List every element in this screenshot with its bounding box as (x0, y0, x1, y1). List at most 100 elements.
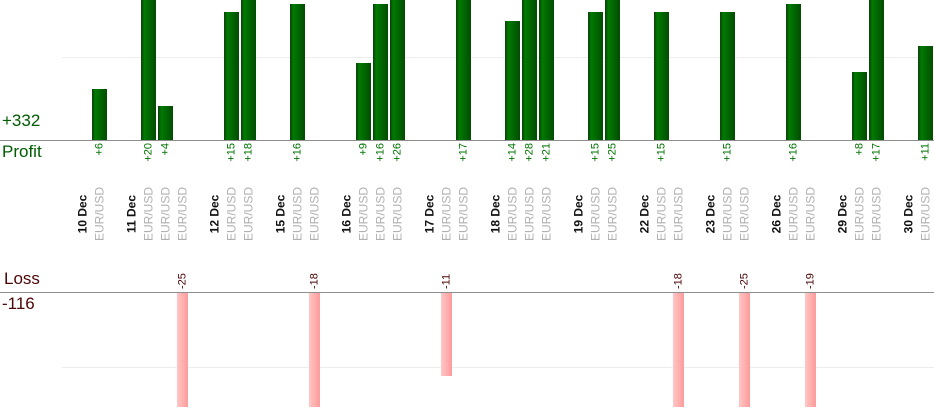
profit-bar[interactable] (505, 21, 520, 140)
trade-column: +4 EUR/USD (157, 0, 174, 420)
profit-bar[interactable] (720, 12, 735, 140)
date-column: 22 Dec (636, 0, 653, 420)
date-group: 18 Dec +14 EUR/USD +28 EUR/USD +21 EUR/USD (487, 0, 555, 420)
trade-column: +21 EUR/USD (538, 0, 555, 420)
profit-bar[interactable] (290, 4, 305, 140)
profit-bar[interactable] (241, 0, 256, 140)
symbol-label: EUR/USD (737, 186, 751, 242)
profit-value-label: +28 (523, 143, 535, 162)
symbol-label: EUR/USD (92, 186, 106, 242)
profit-bar[interactable] (539, 0, 554, 140)
trade-column: -19 EUR/USD (802, 0, 819, 420)
profit-bar[interactable] (588, 12, 603, 140)
date-group: 26 Dec +16 EUR/USD -19 EUR/USD (768, 0, 819, 420)
date-column: 10 Dec (74, 0, 91, 420)
profit-value-label: +18 (242, 143, 254, 162)
profit-value-label: +11 (919, 143, 931, 161)
date-group: 15 Dec +16 EUR/USD -18 EUR/USD (272, 0, 323, 420)
profit-axis-label: Profit (2, 142, 42, 161)
symbol-label: EUR/USD (720, 186, 734, 242)
trade-column: -25 EUR/USD (174, 0, 191, 420)
symbol-label: EUR/USD (373, 186, 387, 242)
date-label: 19 Dec (571, 194, 585, 234)
profit-value-label: +16 (374, 143, 386, 162)
symbol-label: EUR/USD (671, 186, 685, 242)
date-group: 16 Dec +9 EUR/USD +16 EUR/USD +26 EUR/USD (338, 0, 406, 420)
profit-bar[interactable] (786, 4, 801, 140)
profit-value-label: +21 (540, 143, 552, 162)
profit-bar[interactable] (852, 72, 867, 140)
symbol-label: EUR/USD (158, 186, 172, 242)
loss-gridline (62, 367, 934, 368)
profit-bar[interactable] (605, 0, 620, 140)
profit-value-label: +6 (93, 143, 105, 156)
profit-bar[interactable] (522, 0, 537, 140)
date-group: 19 Dec +15 EUR/USD +25 EUR/USD (570, 0, 621, 420)
date-column: 12 Dec (206, 0, 223, 420)
date-column: 16 Dec (338, 0, 355, 420)
loss-bar[interactable] (673, 293, 684, 407)
date-label: 29 Dec (835, 194, 849, 234)
symbol-label: EUR/USD (522, 186, 536, 242)
date-column: 11 Dec (123, 0, 140, 420)
trade-column: +11 EUR/USD (917, 0, 934, 420)
profit-bar[interactable] (456, 0, 471, 140)
trade-column: +9 EUR/USD (355, 0, 372, 420)
trade-column: +20 EUR/USD (140, 0, 157, 420)
symbol-label: EUR/USD (456, 186, 470, 242)
trade-column: +8 EUR/USD (851, 0, 868, 420)
profit-bar[interactable] (869, 0, 884, 140)
profit-value-label: +15 (225, 143, 237, 162)
loss-bar[interactable] (177, 293, 188, 407)
symbol-label: EUR/USD (505, 186, 519, 242)
loss-bar[interactable] (441, 293, 452, 376)
loss-bar[interactable] (805, 293, 816, 407)
profit-value-label: +25 (606, 143, 618, 162)
date-group: 22 Dec +15 EUR/USD -18 EUR/USD (636, 0, 687, 420)
loss-total: -116 (2, 294, 35, 313)
date-column: 23 Dec (702, 0, 719, 420)
date-column: 15 Dec (272, 0, 289, 420)
symbol-label: EUR/USD (224, 186, 238, 242)
date-group: 29 Dec +8 EUR/USD +17 EUR/USD (834, 0, 885, 420)
profit-bar[interactable] (92, 89, 107, 140)
profit-bar[interactable] (373, 4, 388, 140)
date-label: 10 Dec (75, 194, 89, 234)
profit-bar[interactable] (356, 63, 371, 140)
symbol-label: EUR/USD (654, 186, 668, 242)
trade-column: +17 EUR/USD (455, 0, 472, 420)
date-column: 17 Dec (421, 0, 438, 420)
symbol-label: EUR/USD (141, 186, 155, 242)
profit-gridline (62, 57, 934, 58)
trade-column: -18 EUR/USD (306, 0, 323, 420)
trade-column: +15 EUR/USD (719, 0, 736, 420)
date-label: 23 Dec (703, 194, 717, 234)
loss-bar[interactable] (739, 293, 750, 407)
profit-value-label: +17 (457, 143, 469, 162)
symbol-label: EUR/USD (918, 186, 932, 242)
symbol-label: EUR/USD (356, 186, 370, 242)
symbol-label: EUR/USD (390, 186, 404, 242)
trade-column: -18 EUR/USD (670, 0, 687, 420)
trade-column: +14 EUR/USD (504, 0, 521, 420)
chart-columns: 10 Dec +6 EUR/USD 11 Dec +20 EUR/USD +4 EUR/USD… (74, 0, 934, 420)
date-label: 30 Dec (901, 194, 915, 234)
symbol-label: EUR/USD (290, 186, 304, 242)
loss-value-label: -11 (440, 273, 452, 289)
loss-bar[interactable] (309, 293, 320, 407)
profit-bar[interactable] (654, 12, 669, 140)
profit-bar[interactable] (224, 12, 239, 140)
profit-value-label: +17 (870, 143, 882, 162)
trade-column: +15 EUR/USD (587, 0, 604, 420)
date-column: 26 Dec (768, 0, 785, 420)
date-column: 18 Dec (487, 0, 504, 420)
profit-value-label: +15 (655, 143, 667, 162)
profit-bar[interactable] (141, 0, 156, 140)
profit-bar[interactable] (158, 106, 173, 140)
symbol-label: EUR/USD (175, 186, 189, 242)
profit-bar[interactable] (390, 0, 405, 140)
trade-column: +16 EUR/USD (289, 0, 306, 420)
date-label: 17 Dec (422, 194, 436, 234)
profit-bar[interactable] (918, 46, 933, 140)
